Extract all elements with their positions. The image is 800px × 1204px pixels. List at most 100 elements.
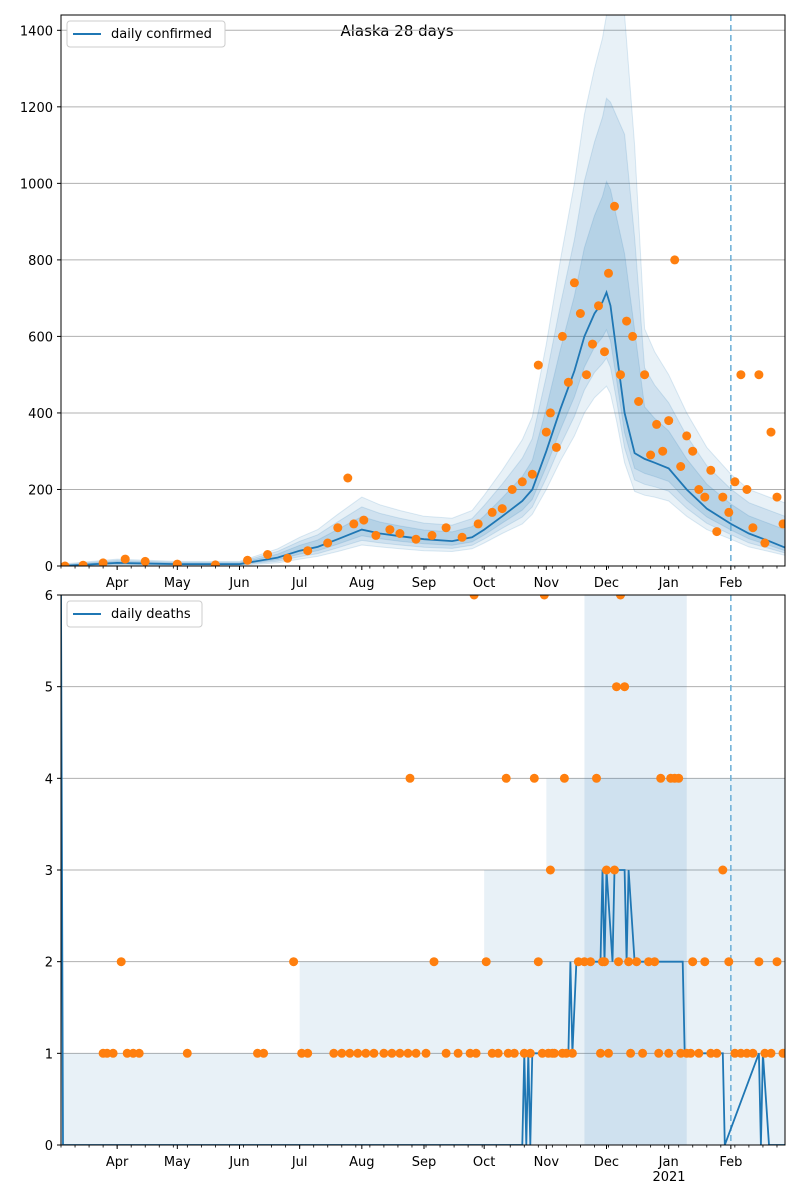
data-point (694, 1048, 704, 1058)
data-point (724, 957, 734, 967)
y-tick-label: 4 (45, 772, 53, 787)
confidence-band (61, 179, 785, 566)
data-point (453, 1048, 463, 1058)
data-point (116, 957, 126, 967)
data-point (323, 538, 333, 548)
data-point (473, 519, 483, 529)
x-tick-label: Nov (534, 576, 560, 591)
data-point (140, 556, 150, 566)
data-point (283, 553, 293, 563)
y-tick-label: 200 (28, 483, 53, 498)
data-point (748, 1048, 758, 1058)
x-tick-label: Sep (412, 1155, 437, 1170)
data-point (754, 370, 764, 380)
data-point (652, 419, 662, 429)
data-point (600, 347, 609, 357)
y-tick-label: 1200 (20, 101, 53, 116)
data-point (766, 427, 776, 437)
data-point (602, 865, 611, 875)
legend-deaths: daily deaths (66, 600, 203, 628)
data-point (694, 485, 704, 494)
data-point (361, 1048, 371, 1058)
data-point (471, 1048, 481, 1058)
data-point (718, 492, 728, 502)
x-tick-label: Jan (658, 576, 679, 591)
data-point (493, 1048, 503, 1058)
data-point (588, 339, 597, 349)
data-point (736, 370, 746, 380)
data-point (395, 1048, 405, 1058)
data-point (525, 1048, 535, 1058)
x-tick-label: Jun (228, 576, 249, 591)
axes-frame (60, 14, 786, 567)
y-tick-label: 800 (28, 254, 53, 269)
data-point (349, 519, 359, 529)
data-point (371, 530, 381, 540)
data-point (614, 957, 623, 967)
x-tick-label: Oct (473, 1155, 495, 1170)
data-point (527, 469, 537, 479)
data-point (730, 477, 740, 487)
y-tick-label: 6 (45, 589, 53, 604)
data-point (582, 370, 591, 380)
data-point (529, 773, 539, 783)
data-point (411, 1048, 421, 1058)
data-point (754, 957, 764, 967)
x-tick-label: May (164, 1155, 191, 1170)
data-point (772, 492, 782, 502)
confidence-band (61, 97, 785, 566)
data-point (604, 268, 613, 278)
data-point (411, 534, 421, 544)
data-point (610, 201, 619, 211)
data-point (379, 1048, 389, 1058)
y-tick-label: 5 (45, 681, 53, 696)
x-year-label: 2021 (652, 1170, 685, 1185)
data-point (333, 523, 343, 533)
data-point (403, 1048, 413, 1058)
data-point (182, 1048, 192, 1058)
axes-frame (60, 594, 786, 1146)
data-point (329, 1048, 339, 1058)
y-tick-label: 1000 (20, 177, 53, 192)
confidence-band (61, 1053, 300, 1145)
data-point (638, 1048, 648, 1058)
data-point (427, 530, 437, 540)
data-point (666, 773, 676, 783)
data-point (259, 1048, 269, 1058)
data-point (545, 865, 555, 875)
y-tick-label: 0 (45, 560, 53, 575)
data-point (120, 554, 130, 564)
data-point (772, 957, 782, 967)
data-point (429, 957, 439, 967)
data-point (616, 370, 625, 380)
confidence-band (584, 595, 687, 1145)
data-point (563, 377, 573, 387)
data-point (353, 1048, 363, 1058)
data-point (369, 1048, 379, 1058)
data-point (210, 560, 220, 566)
data-point (664, 1048, 674, 1058)
data-point (632, 957, 642, 967)
confidence-band (484, 870, 547, 1145)
data-point (387, 1048, 397, 1058)
data-point (303, 1048, 313, 1058)
data-point (760, 538, 770, 548)
data-point (622, 316, 632, 326)
plot-area (61, 15, 785, 566)
x-tick-label: Feb (719, 1155, 742, 1170)
data-point (509, 1048, 519, 1058)
data-point (724, 507, 734, 517)
data-point (421, 1048, 431, 1058)
deaths-panel: 0 1 2 3 4 5 6 Apr May Jun Jul Aug Sep Oct Nov Dec Jan Feb (45, 589, 786, 1170)
data-point (748, 523, 758, 533)
confidence-band (61, 15, 785, 566)
x-tick-label: Jan (658, 1155, 679, 1170)
data-point (575, 309, 585, 318)
data-point (469, 595, 479, 600)
data-point (441, 1048, 451, 1058)
data-point (501, 773, 511, 783)
data-point (718, 865, 728, 875)
data-point (700, 957, 710, 967)
data-point (664, 416, 674, 426)
